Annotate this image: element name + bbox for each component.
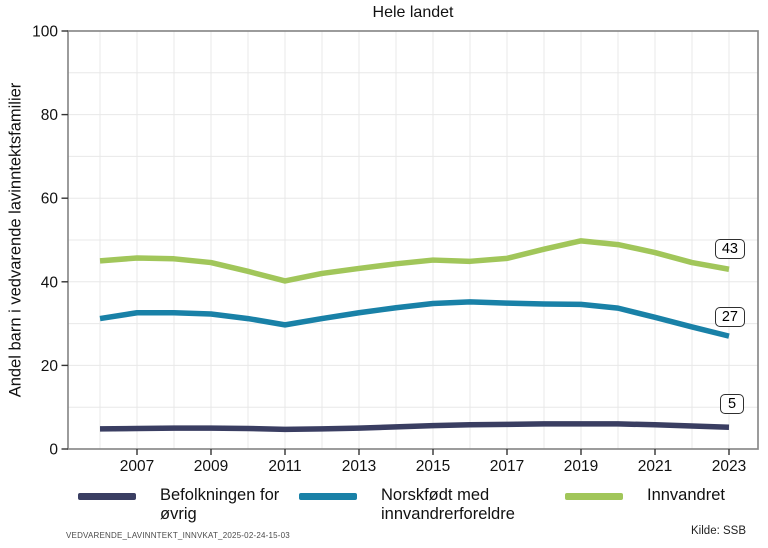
legend-swatch-befolkningen-icon xyxy=(78,493,136,500)
legend-swatch-norskfodt-icon xyxy=(299,493,357,500)
svg-text:100: 100 xyxy=(32,24,58,41)
chart-legend: Befolkningen for øvrig Norskfødt med inn… xyxy=(0,486,768,528)
svg-text:2011: 2011 xyxy=(268,458,301,475)
series-line-2 xyxy=(99,238,730,284)
svg-text:60: 60 xyxy=(41,191,59,208)
svg-text:2007: 2007 xyxy=(120,458,154,475)
chart-title: Hele landet xyxy=(372,4,454,21)
series-line-1 xyxy=(99,299,730,339)
end-value-badge-norskfodt: 27 xyxy=(714,307,745,327)
legend-label-befolkningen: Befolkningen for øvrig xyxy=(160,486,280,523)
svg-text:2021: 2021 xyxy=(638,458,672,475)
chart-svg: 0 20 40 60 80 100 2007 2009 2011 2013 2015 2017 2019… xyxy=(32,24,759,475)
svg-text:2017: 2017 xyxy=(490,458,524,475)
svg-text:2009: 2009 xyxy=(194,458,228,475)
svg-text:40: 40 xyxy=(41,274,59,291)
legend-item-befolkningen: Befolkningen for øvrig xyxy=(78,486,320,524)
svg-text:0: 0 xyxy=(49,442,58,459)
plot-border xyxy=(67,30,759,450)
svg-text:2023: 2023 xyxy=(712,458,746,475)
end-value-badge-innvandret: 43 xyxy=(714,239,745,259)
svg-text:2015: 2015 xyxy=(416,458,450,475)
legend-label-innvandret: Innvandret xyxy=(647,486,725,504)
chart-footnote-code: VEDVARENDE_LAVINNTEKT_INNVKAT_2025-02-24… xyxy=(66,531,290,540)
svg-text:20: 20 xyxy=(41,358,59,375)
y-axis-ticks: 0 20 40 60 80 100 xyxy=(32,24,68,459)
grid-lines xyxy=(68,31,758,449)
legend-label-norskfodt: Norskfødt med innvandrerforeldre xyxy=(381,486,515,523)
svg-text:2013: 2013 xyxy=(342,458,376,475)
source-label: Kilde: SSB xyxy=(691,525,746,537)
legend-swatch-innvandret-icon xyxy=(565,493,623,500)
svg-text:80: 80 xyxy=(41,107,59,124)
end-value-badge-befolkningen: 5 xyxy=(720,394,744,414)
legend-item-innvandret: Innvandret xyxy=(565,486,725,505)
x-axis-ticks: 2007 2009 2011 2013 2015 2017 2019 2021 2023 xyxy=(120,449,746,475)
series-line-0 xyxy=(99,421,730,433)
svg-text:2019: 2019 xyxy=(564,458,598,475)
legend-item-norskfodt: Norskfødt med innvandrerforeldre xyxy=(299,486,541,524)
